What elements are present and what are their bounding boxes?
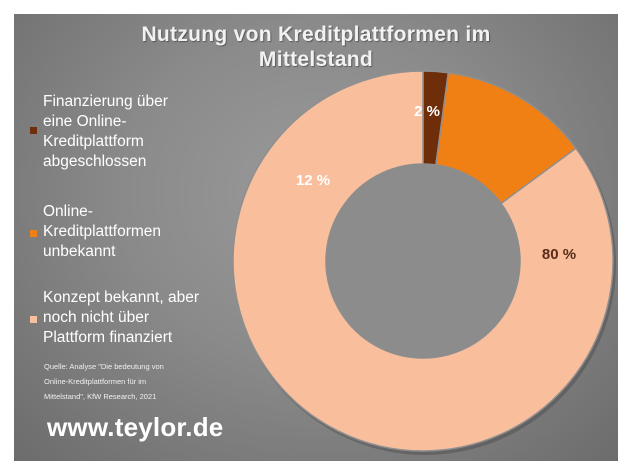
legend-swatch-unbekannt <box>30 230 37 237</box>
chart-title-line-1: Nutzung von Kreditplattformen im <box>141 23 491 46</box>
legend-label-line: Finanzierung über <box>43 93 168 110</box>
brand-url: www.teylor.de <box>47 412 224 442</box>
donut-hole <box>326 164 520 358</box>
legend-label-line: abgeschlossen <box>43 153 147 170</box>
source-line: Quelle: Analyse "Die bedeutung von <box>44 362 164 371</box>
chart-title-line-2: Mittelstand <box>258 48 374 71</box>
source-line: Online-Kreditplattformen für im <box>44 377 147 386</box>
legend-swatch-konzept-bekannt <box>30 316 37 323</box>
slice-label-abgeschlossen: 2 % <box>414 103 440 120</box>
legend-label-line: Kreditplattform <box>43 133 144 150</box>
legend-label-line: Konzept bekannt, aber <box>43 289 199 306</box>
legend-label-unbekannt: Online- Kreditplattformen unbekannt <box>43 202 243 262</box>
legend-label-konzept-bekannt: Konzept bekannt, aber noch nicht über Pl… <box>43 288 243 348</box>
slice-label-unbekannt: 12 % <box>296 172 330 189</box>
legend-label-line: unbekannt <box>43 243 116 260</box>
legend-label-line: Kreditplattformen <box>43 223 162 240</box>
legend-label-line: Online- <box>43 203 93 220</box>
slice-label-konzept-bekannt: 80 % <box>542 246 576 263</box>
legend-swatch-abgeschlossen <box>30 127 37 134</box>
legend-label-line: eine Online- <box>43 113 127 130</box>
legend-label-line: Plattform finanziert <box>43 329 173 346</box>
chart-title: Nutzung von Kreditplattformen im Mittels… <box>14 22 618 72</box>
legend-label-line: noch nicht über <box>43 309 149 326</box>
legend-label-abgeschlossen: Finanzierung über eine Online- Kreditpla… <box>43 92 243 172</box>
donut-chart: 2 % 12 % 80 % <box>232 70 616 455</box>
chart-panel: Nutzung von Kreditplattformen im Mittels… <box>14 14 618 461</box>
source-line: Mittelstand", KfW Research, 2021 <box>44 392 157 401</box>
source-note: Quelle: Analyse "Die bedeutung von Onlin… <box>44 359 229 404</box>
